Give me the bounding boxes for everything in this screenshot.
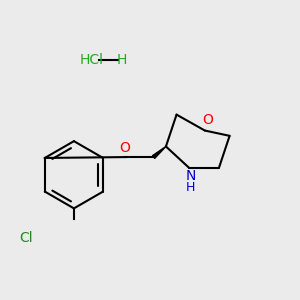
Text: H: H [116, 53, 127, 67]
Text: HCl: HCl [80, 53, 103, 67]
Text: O: O [202, 113, 213, 127]
Text: O: O [119, 141, 130, 155]
Text: H: H [186, 181, 195, 194]
Text: Cl: Cl [19, 232, 33, 245]
Text: N: N [185, 169, 196, 184]
Polygon shape [152, 146, 166, 158]
